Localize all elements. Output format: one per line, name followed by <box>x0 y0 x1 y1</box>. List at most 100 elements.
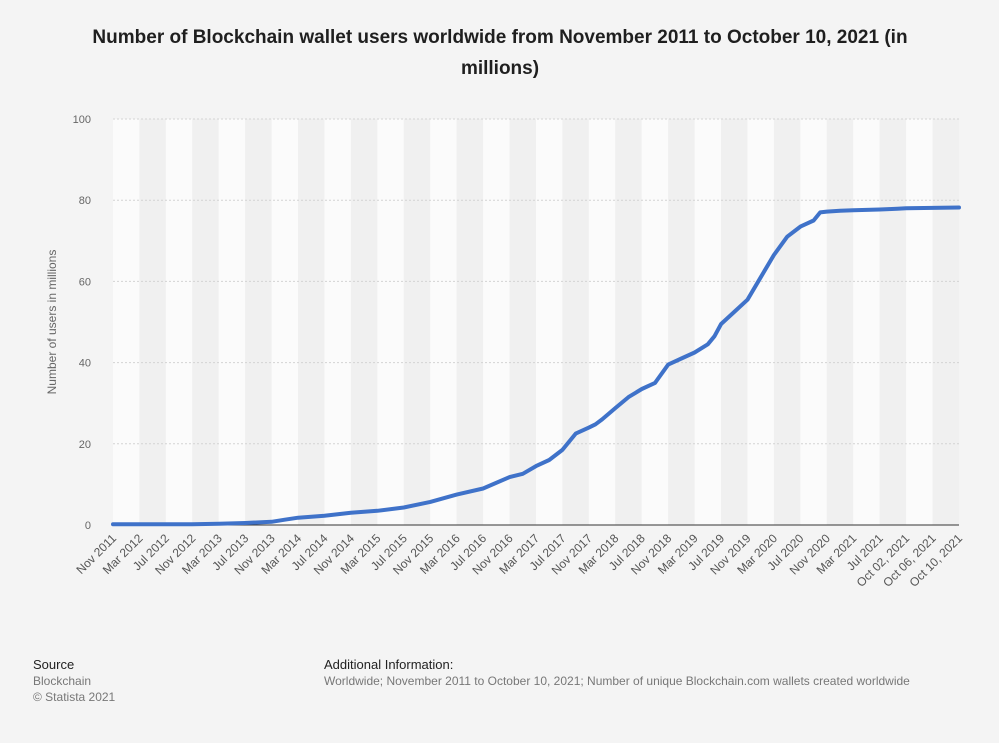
plot-band <box>641 119 669 525</box>
plot-background-bands <box>113 119 959 525</box>
data-point <box>772 253 776 257</box>
plot-band <box>324 119 351 525</box>
data-point <box>594 423 597 426</box>
data-point <box>614 406 617 410</box>
data-point <box>904 207 908 210</box>
plot-band <box>430 119 457 525</box>
plot-band <box>826 119 854 525</box>
data-point <box>759 276 762 279</box>
data-point <box>138 522 141 526</box>
data-point <box>878 208 881 211</box>
data-point <box>838 209 842 212</box>
data-point <box>323 514 326 517</box>
data-point <box>887 207 890 211</box>
data-point <box>587 426 591 429</box>
data-point <box>455 493 458 496</box>
data-point <box>931 206 934 210</box>
info-text: Worldwide; November 2011 to October 10, … <box>324 674 910 688</box>
data-point <box>534 464 538 468</box>
plot-band <box>456 119 484 525</box>
data-point <box>640 387 643 391</box>
plot-band <box>562 119 589 525</box>
plot-band <box>747 119 774 525</box>
data-point <box>785 235 789 238</box>
data-point <box>896 207 899 210</box>
gridlines <box>113 118 959 526</box>
data-point <box>957 206 961 209</box>
data-point <box>825 210 829 213</box>
data-point <box>693 351 696 354</box>
data-point <box>852 209 855 212</box>
data-point <box>865 208 868 212</box>
plot-band <box>668 119 695 525</box>
data-point <box>600 418 604 421</box>
data-point <box>429 500 432 504</box>
y-tick-label: 60 <box>79 276 91 288</box>
plot-band <box>218 119 246 525</box>
data-point <box>191 522 194 526</box>
source-heading: Source <box>33 657 75 672</box>
plot-band <box>245 119 272 525</box>
data-point <box>627 395 630 399</box>
plot-band <box>350 119 378 525</box>
y-tick-label: 40 <box>79 358 91 370</box>
footer-additional-info: Additional Information: Worldwide; Novem… <box>324 657 910 689</box>
y-tick-label: 0 <box>85 520 91 532</box>
data-point <box>812 219 815 222</box>
data-point <box>243 521 247 525</box>
plot-band <box>536 119 563 525</box>
data-point <box>680 357 683 360</box>
plot-band <box>377 119 404 525</box>
data-point <box>508 475 511 479</box>
plot-band <box>271 119 299 525</box>
data-point <box>746 298 749 301</box>
data-point <box>653 381 657 385</box>
plot-band <box>615 119 642 525</box>
data-point <box>481 487 485 490</box>
copyright[interactable]: © Statista 2021 <box>33 690 116 704</box>
y-tick-label: 20 <box>79 439 91 451</box>
data-point <box>819 211 822 214</box>
data-point <box>706 343 710 346</box>
plot-band <box>773 119 801 525</box>
plot-band <box>483 119 510 525</box>
plot-band <box>509 119 536 525</box>
data-point <box>402 506 406 509</box>
y-tick-label: 80 <box>79 195 91 207</box>
plot-band <box>403 119 431 525</box>
data-point <box>574 432 577 435</box>
plot-band <box>113 119 140 525</box>
data-point <box>799 225 802 228</box>
plot-band <box>298 119 325 525</box>
chart-title: Number of Blockchain wallet users worldw… <box>92 27 908 79</box>
data-point <box>733 310 736 314</box>
plot-band <box>694 119 722 525</box>
data-point <box>548 458 551 462</box>
data-point <box>376 509 379 512</box>
plot-band <box>165 119 193 525</box>
y-axis-ticks: 0 20 40 60 80 100 <box>73 114 91 532</box>
data-point <box>296 516 300 519</box>
plot-band <box>932 119 959 525</box>
data-point <box>561 448 564 452</box>
series-layer <box>111 205 961 527</box>
footer-source: Source Blockchain © Statista 2021 <box>33 657 115 705</box>
source-name[interactable]: Blockchain <box>33 674 92 688</box>
data-point <box>164 522 168 526</box>
plot-band <box>139 119 166 525</box>
plot-band <box>192 119 219 525</box>
data-point <box>111 522 115 526</box>
plot-band <box>588 119 616 525</box>
plot-band <box>800 119 827 525</box>
plot-band <box>906 119 933 525</box>
data-point <box>217 522 220 525</box>
data-point <box>666 363 670 366</box>
info-heading: Additional Information: <box>324 657 454 672</box>
data-point <box>283 518 287 521</box>
plot-band <box>853 119 880 525</box>
data-point <box>349 511 353 515</box>
data-point <box>521 472 524 476</box>
plot-band <box>879 119 907 525</box>
